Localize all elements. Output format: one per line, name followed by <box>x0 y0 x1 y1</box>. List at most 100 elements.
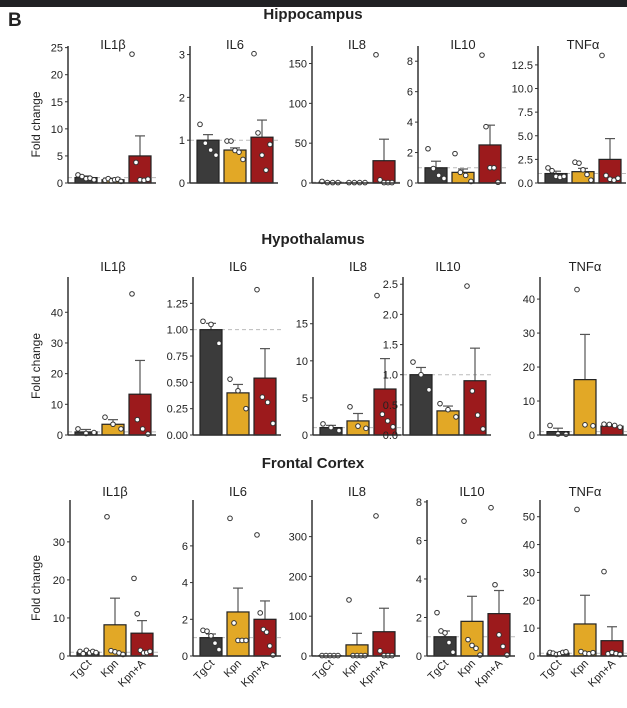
data-point <box>488 504 494 511</box>
panel-title: IL1β <box>100 37 126 52</box>
y-tick-label: 40 <box>523 294 535 306</box>
y-tick-label: 10 <box>523 396 535 408</box>
data-point <box>574 506 580 513</box>
y-tick-label: 0 <box>182 651 188 663</box>
data-point <box>227 515 233 522</box>
data-point <box>134 610 140 617</box>
data-point <box>547 422 553 429</box>
data-point <box>197 121 203 128</box>
panel-title: IL10 <box>450 37 475 52</box>
data-point <box>465 636 471 643</box>
data-point <box>216 340 222 347</box>
y-tick-label: 4 <box>407 117 413 129</box>
y-tick-label: 2.5 <box>383 279 398 291</box>
data-point <box>129 291 135 297</box>
data-point <box>264 399 271 406</box>
y-tick-label: 3 <box>179 50 185 62</box>
data-point <box>91 176 97 183</box>
data-point <box>147 648 153 655</box>
data-point <box>243 637 249 644</box>
y-tick-label: 2.0 <box>383 309 398 321</box>
y-tick-label: 5.0 <box>518 131 533 143</box>
panel-title: IL1β <box>100 259 126 274</box>
data-point <box>601 568 607 575</box>
x-tick-label: TgCt <box>192 658 217 683</box>
row-title: Hypothalamus <box>261 231 364 248</box>
data-point <box>243 405 249 412</box>
data-point <box>259 152 265 158</box>
panel-IL8: IL8 0 5 10 15 <box>296 259 401 442</box>
y-tick-label: 40 <box>51 307 63 319</box>
data-point <box>133 159 139 166</box>
data-point <box>582 422 588 428</box>
data-point <box>462 172 469 179</box>
data-point <box>601 421 607 427</box>
data-point <box>418 371 424 378</box>
panel-title: IL6 <box>226 37 244 52</box>
panel-title: TNFα <box>567 37 600 52</box>
y-tick-label: 10 <box>51 399 63 411</box>
panel-TNFα: TNFα 0 10 20 30 40 <box>523 259 627 442</box>
y-tick-label: 20 <box>51 70 63 82</box>
y-tick-label: 0 <box>59 651 65 663</box>
bar-Kpn+A <box>372 631 396 657</box>
data-point <box>442 630 448 636</box>
data-point <box>91 429 97 436</box>
data-point <box>453 414 459 420</box>
y-tick-label: 15 <box>296 319 308 331</box>
panel-IL1β: IL1β 0 10 20 30 40 <box>51 259 156 442</box>
y-tick-label: 100 <box>289 98 307 110</box>
panel-title: IL6 <box>229 259 247 274</box>
data-point <box>270 420 276 427</box>
data-point <box>212 640 218 646</box>
data-point <box>118 426 124 432</box>
data-point <box>104 513 110 520</box>
data-point <box>590 423 596 429</box>
data-point <box>200 318 206 325</box>
data-point <box>347 404 353 410</box>
data-point <box>254 286 260 293</box>
data-point <box>584 171 590 178</box>
y-tick-label: 20 <box>523 595 535 607</box>
data-point <box>563 649 569 655</box>
y-tick-label: 150 <box>289 59 307 71</box>
panel-letter: B <box>8 10 22 31</box>
data-point <box>606 421 613 428</box>
data-point <box>145 176 151 183</box>
y-tick-label: 50 <box>295 138 307 150</box>
y-tick-label: 15 <box>51 97 63 109</box>
bar-Kpn+A <box>372 160 396 184</box>
data-point <box>257 610 264 616</box>
y-tick-label: 4 <box>182 578 188 590</box>
data-point <box>611 422 618 429</box>
y-tick-label: 0.75 <box>167 351 188 363</box>
y-tick-label: 0.25 <box>167 404 188 416</box>
panel-title: IL8 <box>348 37 366 52</box>
data-point <box>320 421 326 427</box>
x-tick-label: TgCt <box>69 658 94 683</box>
bar-TgCt <box>196 139 220 184</box>
panel-TNFα: TNFα 0.0 2.5 5.0 7.5 10.0 12.5 <box>512 37 626 190</box>
data-point <box>373 513 379 519</box>
data-point <box>131 575 137 582</box>
panel-title: IL10 <box>459 484 484 499</box>
data-point <box>110 421 116 428</box>
panel-IL10: IL10 0 2 4 6 8 <box>407 37 506 190</box>
data-point <box>207 147 214 153</box>
y-tick-label: 12.5 <box>512 60 533 72</box>
data-point <box>235 387 241 394</box>
bar-Kpn <box>226 611 250 657</box>
y-tick-label: 10.0 <box>512 84 533 96</box>
data-point <box>355 423 361 429</box>
data-point <box>202 140 209 146</box>
y-tick-label: 0 <box>529 430 535 442</box>
top-bar <box>0 0 627 7</box>
y-tick-label: 0.00 <box>167 430 188 442</box>
y-tick-label: 2 <box>182 614 188 626</box>
y-tick-label: 1.25 <box>167 298 188 310</box>
